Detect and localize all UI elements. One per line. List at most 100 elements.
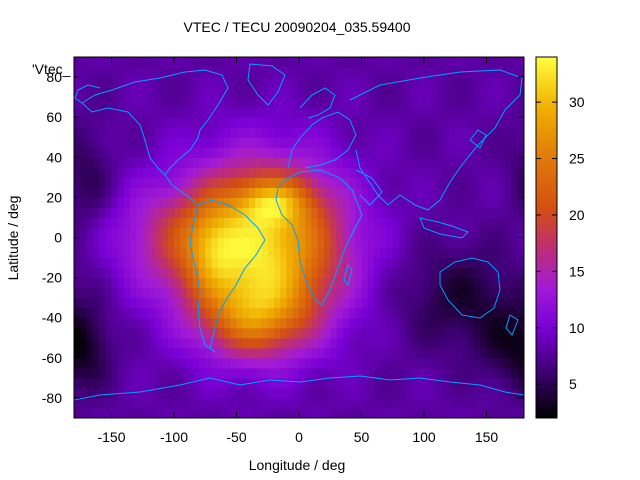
heatmap-cell: [405, 267, 413, 279]
heatmap-cell: [199, 137, 206, 148]
heatmap-cell: [367, 287, 375, 299]
heatmap-cell: [99, 67, 106, 78]
heatmap-cell: [130, 257, 138, 269]
heatmap-cell: [155, 127, 163, 138]
heatmap-cell: [442, 157, 450, 168]
heatmap-cell: [386, 207, 394, 219]
heatmap-cell: [199, 87, 206, 98]
heatmap-cell: [467, 347, 475, 359]
heatmap-cell: [455, 317, 463, 329]
heatmap-cell: [417, 147, 425, 158]
heatmap-cell: [74, 217, 81, 229]
heatmap-cell: [330, 137, 338, 148]
heatmap-cell: [161, 357, 169, 369]
heatmap-cell: [274, 397, 281, 409]
heatmap-cell: [136, 57, 144, 68]
heatmap-cell: [117, 317, 125, 329]
heatmap-cell: [255, 127, 263, 138]
heatmap-cell: [405, 397, 413, 409]
heatmap-cell: [111, 207, 119, 219]
heatmap-cell: [392, 407, 400, 418]
heatmap-cell: [161, 337, 169, 349]
heatmap-cell: [405, 387, 413, 399]
heatmap-cell: [186, 87, 194, 98]
heatmap-cell: [455, 137, 463, 148]
heatmap-cell: [180, 87, 188, 98]
heatmap-cell: [317, 347, 325, 359]
heatmap-cell: [424, 77, 431, 88]
heatmap-cell: [436, 377, 444, 389]
heatmap-cell: [117, 367, 125, 379]
heatmap-cell: [480, 327, 488, 339]
heatmap-cell: [192, 217, 200, 229]
heatmap-cell: [342, 187, 350, 198]
heatmap-cell: [149, 407, 156, 418]
heatmap-cell: [117, 337, 125, 349]
heatmap-cell: [280, 77, 288, 88]
heatmap-cell: [292, 337, 300, 349]
heatmap-cell: [105, 187, 113, 198]
heatmap-cell: [442, 277, 450, 289]
heatmap-cell: [155, 307, 163, 319]
heatmap-cell: [336, 67, 344, 78]
heatmap-cell: [117, 197, 125, 209]
heatmap-cell: [461, 227, 469, 239]
heatmap-cell: [355, 107, 363, 118]
heatmap-cell: [355, 77, 363, 88]
heatmap-cell: [399, 137, 406, 148]
heatmap-cell: [449, 347, 456, 359]
heatmap-cell: [336, 97, 344, 108]
heatmap-cell: [117, 87, 125, 98]
heatmap-cell: [292, 77, 300, 88]
heatmap-cell: [292, 287, 300, 299]
heatmap-cell: [155, 257, 163, 269]
heatmap-cell: [130, 177, 138, 188]
heatmap-cell: [255, 187, 263, 198]
heatmap-cell: [217, 377, 225, 389]
heatmap-cell: [280, 387, 288, 399]
heatmap-cell: [486, 327, 494, 339]
heatmap-cell: [492, 187, 500, 198]
heatmap-cell: [167, 327, 175, 339]
heatmap-cell: [349, 287, 356, 299]
heatmap-cell: [211, 247, 219, 259]
heatmap-cell: [499, 247, 506, 259]
heatmap-cell: [305, 247, 313, 259]
heatmap-cell: [411, 147, 419, 158]
heatmap-cell: [149, 107, 156, 118]
heatmap-cell: [305, 57, 313, 68]
heatmap-cell: [455, 277, 463, 289]
heatmap-cell: [142, 167, 150, 178]
heatmap-cell: [349, 357, 356, 369]
heatmap-cell: [324, 187, 331, 198]
heatmap-cell: [199, 337, 206, 349]
heatmap-cell: [199, 287, 206, 299]
heatmap-cell: [161, 197, 169, 209]
heatmap-cell: [280, 207, 288, 219]
heatmap-cell: [174, 77, 181, 88]
heatmap-cell: [430, 277, 438, 289]
heatmap-cell: [174, 337, 181, 349]
heatmap-cell: [192, 117, 200, 128]
heatmap-cell: [405, 137, 413, 148]
heatmap-cell: [74, 237, 81, 249]
heatmap-cell: [236, 307, 244, 319]
heatmap-cell: [180, 97, 188, 108]
heatmap-cell: [124, 157, 131, 168]
heatmap-cell: [142, 397, 150, 409]
heatmap-cell: [180, 157, 188, 168]
heatmap-cell: [311, 187, 319, 198]
heatmap-cell: [355, 237, 363, 249]
heatmap-cell: [167, 147, 175, 158]
heatmap-cell: [324, 297, 331, 309]
heatmap-cell: [167, 307, 175, 319]
heatmap-cell: [261, 187, 269, 198]
heatmap-cell: [217, 177, 225, 188]
heatmap-cell: [74, 407, 81, 418]
colorbar-tick-label: 20: [569, 207, 585, 223]
heatmap-cell: [142, 317, 150, 329]
heatmap-cell: [299, 277, 306, 289]
heatmap-cell: [367, 357, 375, 369]
heatmap-cell: [286, 397, 294, 409]
